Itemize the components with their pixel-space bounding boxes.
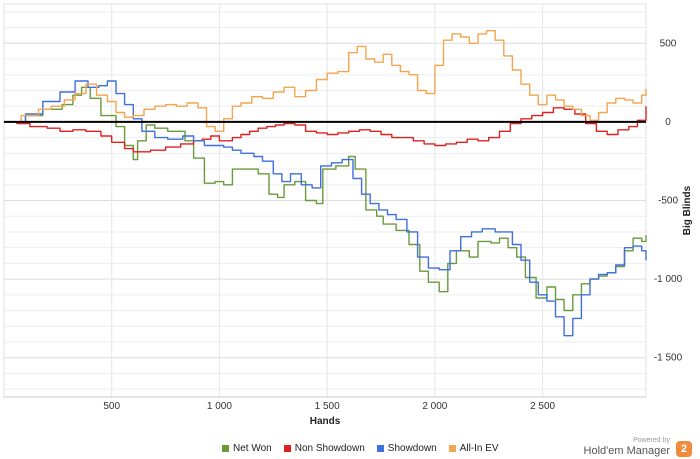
x-tick-label: 1 500 <box>315 401 340 412</box>
y-axis-title: Big Blinds <box>682 185 693 235</box>
x-tick-label: 2 000 <box>422 401 447 412</box>
legend-label: Showdown <box>387 442 437 454</box>
y-tick-label: -1 500 <box>654 353 683 364</box>
series-line-showdown[interactable] <box>4 80 647 337</box>
brand-name: Hold'em Manager <box>583 445 670 457</box>
powered-by-text: Powered by <box>633 437 670 444</box>
brand-logo-badge: 2 <box>676 441 692 457</box>
series-line-net-won[interactable] <box>4 86 647 312</box>
grid <box>3 3 647 398</box>
x-tick-label: 2 500 <box>530 401 555 412</box>
y-tick-label: 0 <box>665 117 671 128</box>
legend-swatch <box>283 444 291 452</box>
legend-label: Non Showdown <box>294 442 365 454</box>
legend-swatch <box>448 444 456 452</box>
y-tick-label: -500 <box>658 196 678 207</box>
x-tick-label: 500 <box>103 401 120 412</box>
legend-item-non-showdown[interactable]: Non Showdown <box>283 442 365 454</box>
branding: Powered by Hold'em Manager <box>584 437 670 457</box>
x-axis-title: Hands <box>310 416 341 427</box>
legend-swatch <box>222 444 229 452</box>
legend-label: All-In EV <box>459 442 499 454</box>
y-tick-labels: 500 0 -500 -1 000 -1 500 <box>654 38 683 363</box>
x-tick-labels: 500 1 000 1 500 2 000 2 500 <box>103 401 555 412</box>
series-layer <box>4 30 647 337</box>
y-tick-label: 500 <box>660 38 677 49</box>
y-tick-label: -1 000 <box>654 274 683 285</box>
legend-item-all-in-ev[interactable]: All-In EV <box>448 442 499 454</box>
legend-item-showdown[interactable]: Showdown <box>376 442 437 454</box>
series-line-non-showdown[interactable] <box>4 106 647 153</box>
legend-item-net-won[interactable]: Net Won <box>222 443 272 454</box>
legend-label: Net Won <box>233 442 272 454</box>
legend-swatch <box>376 444 384 452</box>
x-tick-label: 1 000 <box>207 401 232 412</box>
series-line-all-in-ev[interactable] <box>4 30 647 132</box>
legend: Net Won Non Showdown Showdown All-In EV <box>222 440 499 456</box>
